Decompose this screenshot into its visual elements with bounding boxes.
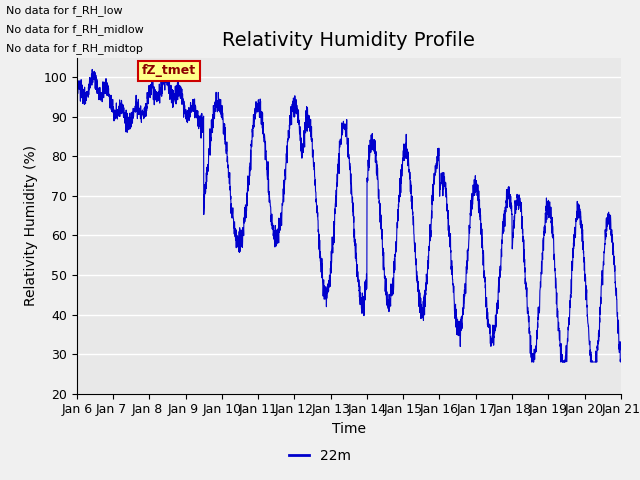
Y-axis label: Relativity Humidity (%): Relativity Humidity (%) [24, 145, 38, 306]
Text: No data for f_RH_low: No data for f_RH_low [6, 5, 123, 16]
Text: No data for f_RH_midlow: No data for f_RH_midlow [6, 24, 144, 35]
Text: No data for f_RH_midtop: No data for f_RH_midtop [6, 43, 143, 54]
Text: fZ_tmet: fZ_tmet [142, 64, 196, 77]
Legend: 22m: 22m [283, 443, 357, 468]
X-axis label: Time: Time [332, 422, 366, 436]
Title: Relativity Humidity Profile: Relativity Humidity Profile [222, 32, 476, 50]
